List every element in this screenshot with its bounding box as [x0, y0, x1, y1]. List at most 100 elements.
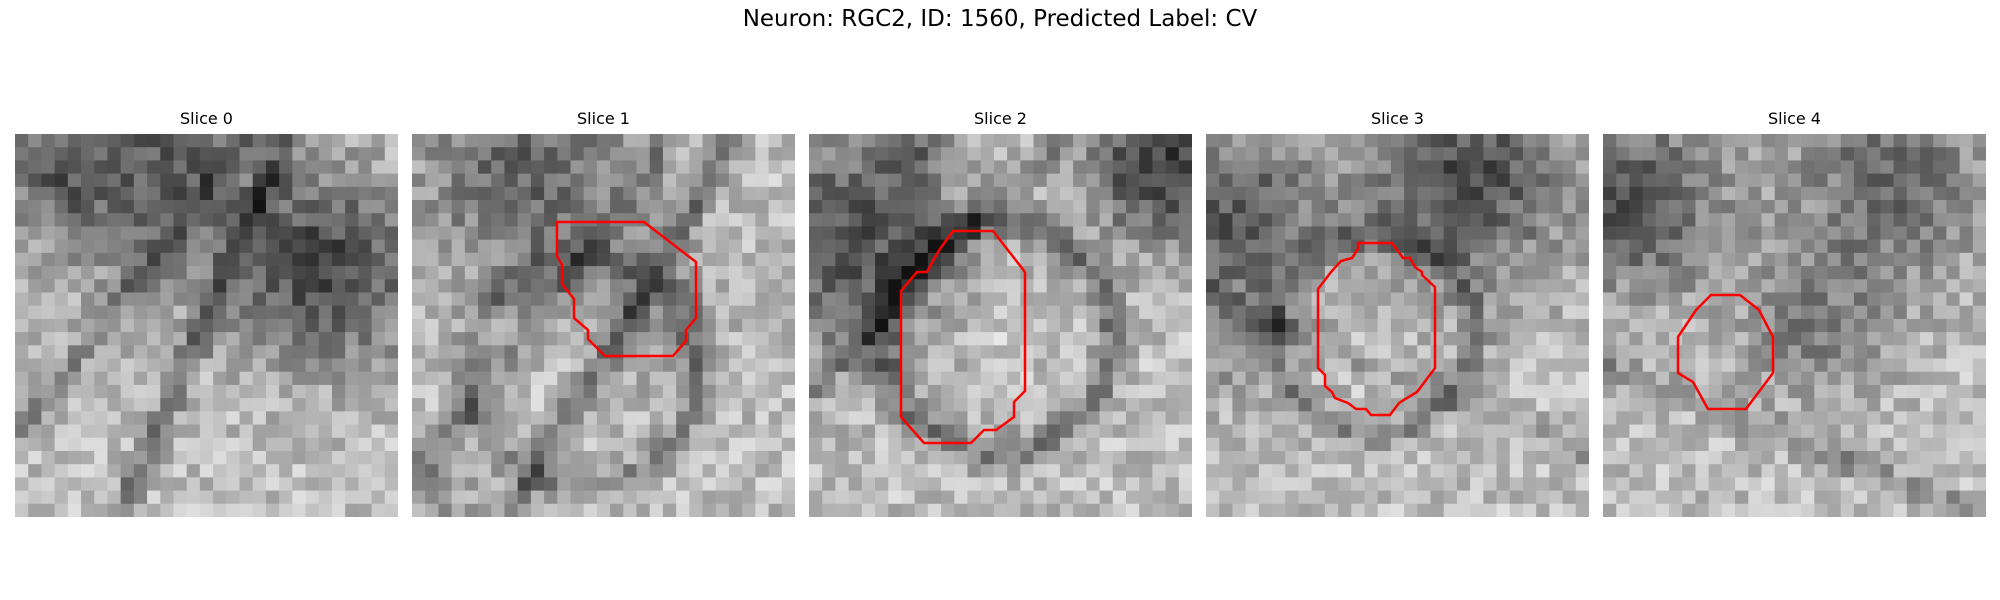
pixel-cell [1165, 384, 1180, 399]
pixel-cell [120, 411, 135, 426]
pixel-cell [265, 384, 280, 399]
pixel-cell [1404, 411, 1418, 426]
pixel-cell [1616, 160, 1631, 175]
pixel-cell [1853, 464, 1868, 478]
pixel-cell [1893, 437, 1908, 452]
pixel-cell [768, 437, 783, 452]
pixel-cell [438, 503, 453, 517]
pixel-cell [1774, 345, 1789, 360]
pixel-cell [888, 477, 903, 492]
pixel-cell [1774, 186, 1789, 201]
pixel-cell [1272, 424, 1286, 439]
pixel-cell [1933, 371, 1947, 386]
pixel-cell [570, 292, 585, 307]
pixel-cell [1139, 411, 1153, 426]
pixel-cell [1443, 503, 1458, 517]
pixel-cell [649, 305, 664, 320]
pixel-cell [384, 305, 398, 320]
pixel-cell [41, 358, 56, 373]
pixel-cell [1549, 173, 1564, 188]
pixel-cell [1059, 477, 1074, 492]
pixel-cell [544, 503, 558, 517]
pixel-cell [94, 213, 109, 228]
pixel-cell [901, 173, 916, 188]
pixel-cell [1748, 147, 1763, 162]
pixel-cell [451, 490, 466, 505]
pixel-cell [1867, 200, 1881, 214]
pixel-cell [239, 160, 254, 175]
pixel-cell [358, 358, 373, 373]
pixel-cell [1906, 173, 1921, 188]
pixel-cell [199, 173, 214, 188]
pixel-cell [848, 411, 863, 426]
pixel-cell [728, 305, 743, 320]
pixel-cell [941, 147, 955, 162]
pixel-cell [1575, 318, 1589, 333]
pixel-cell [1522, 398, 1537, 412]
pixel-cell [715, 437, 730, 452]
pixel-cell [1906, 292, 1921, 307]
pixel-cell [133, 252, 148, 267]
pixel-cell [1258, 239, 1273, 254]
pixel-cell [1152, 398, 1167, 412]
pixel-cell [384, 226, 398, 241]
pixel-cell [954, 279, 969, 294]
pixel-cell [636, 239, 651, 254]
pixel-cell [1073, 464, 1087, 478]
pixel-cell [1814, 371, 1829, 386]
slice-title-0: Slice 0 [180, 109, 233, 128]
pixel-cell [1020, 332, 1035, 346]
pixel-cell [1470, 266, 1484, 280]
pixel-cell [412, 160, 426, 175]
pixel-cell [1827, 450, 1842, 465]
pixel-cell [557, 332, 572, 346]
pixel-cell [371, 477, 386, 492]
pixel-cell [768, 147, 783, 162]
pixel-cell [596, 160, 611, 175]
pixel-cell [1258, 305, 1273, 320]
pixel-cell [1536, 490, 1550, 505]
pixel-cell [848, 186, 863, 201]
pixel-cell [292, 279, 307, 294]
pixel-cell [41, 318, 56, 333]
pixel-cell [1616, 252, 1631, 267]
pixel-cell [901, 384, 916, 399]
pixel-cell [239, 147, 254, 162]
pixel-cell [755, 477, 770, 492]
pixel-cell [1112, 147, 1127, 162]
pixel-cell [67, 371, 82, 386]
pixel-cell [1178, 279, 1192, 294]
pixel-cell [345, 345, 359, 360]
pixel-cell [1033, 200, 1048, 214]
pixel-cell [1853, 490, 1868, 505]
pixel-cell [120, 490, 135, 505]
pixel-cell [544, 424, 558, 439]
pixel-cell [1801, 437, 1815, 452]
pixel-cell [345, 239, 359, 254]
pixel-cell [728, 437, 743, 452]
pixel-cell [1919, 252, 1934, 267]
pixel-cell [1298, 464, 1313, 478]
pixel-cell [186, 213, 201, 228]
pixel-cell [1893, 411, 1908, 426]
pixel-cell [1112, 279, 1127, 294]
pixel-cell [1073, 226, 1087, 241]
pixel-cell [1695, 384, 1710, 399]
pixel-cell [1258, 279, 1273, 294]
pixel-cell [345, 147, 359, 162]
pixel-cell [54, 252, 69, 267]
pixel-cell [781, 252, 795, 267]
pixel-cell [1655, 437, 1670, 452]
pixel-cell [1417, 318, 1432, 333]
pixel-cell [199, 503, 214, 517]
pixel-cell [1642, 239, 1657, 254]
pixel-cell [1735, 371, 1749, 386]
pixel-cell [1285, 213, 1300, 228]
pixel-cell [491, 477, 506, 492]
pixel-cell [1919, 503, 1934, 517]
pixel-cell [384, 160, 398, 175]
pixel-cell [1483, 424, 1498, 439]
pixel-cell [1020, 490, 1035, 505]
pixel-cell [1258, 147, 1273, 162]
pixel-cell [914, 345, 929, 360]
